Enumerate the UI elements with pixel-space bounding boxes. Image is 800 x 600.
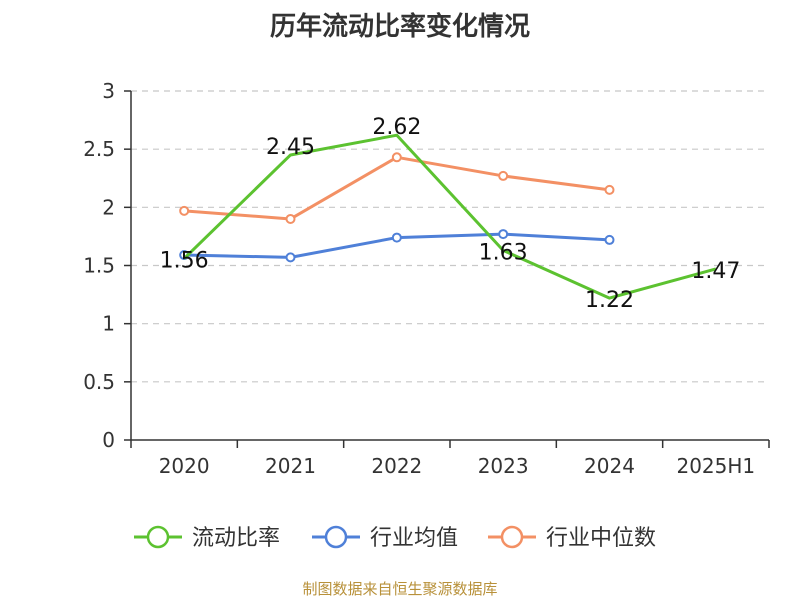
series-point bbox=[391, 232, 402, 243]
data-label: 1.63 bbox=[479, 240, 528, 265]
legend-label: 行业均值 bbox=[370, 526, 458, 551]
chart-title: 历年流动比率变化情况 bbox=[269, 12, 530, 42]
grid-lines bbox=[131, 90, 769, 383]
data-labels: 1.56 2.45 2.62 1.63 1.22 1.47 bbox=[160, 115, 741, 313]
y-tick-label: 2 bbox=[102, 195, 115, 219]
data-label: 1.22 bbox=[585, 288, 634, 313]
y-tick-label: 0 bbox=[102, 428, 115, 452]
series-line bbox=[183, 133, 717, 300]
series-point bbox=[391, 152, 402, 163]
legend-marker bbox=[324, 525, 348, 549]
data-label: 1.47 bbox=[691, 259, 740, 284]
series-line bbox=[184, 155, 610, 221]
data-label: 2.62 bbox=[372, 115, 421, 140]
y-tick-label: 0.5 bbox=[83, 370, 115, 394]
series-point bbox=[498, 229, 509, 240]
legend-label: 行业中位数 bbox=[546, 526, 656, 551]
series-point bbox=[604, 234, 615, 245]
series-point bbox=[285, 252, 296, 263]
series-point bbox=[604, 184, 615, 195]
x-tick-label: 2025H1 bbox=[676, 454, 755, 478]
x-tick-label: 2021 bbox=[265, 454, 316, 478]
series bbox=[179, 133, 717, 300]
x-tick-label: 2022 bbox=[371, 454, 422, 478]
data-label: 1.56 bbox=[160, 249, 209, 274]
x-tick-label: 2020 bbox=[159, 454, 210, 478]
series-point bbox=[179, 205, 190, 216]
y-tick-label: 1.5 bbox=[83, 254, 115, 278]
legend-marker bbox=[146, 525, 170, 549]
legend: 流动比率 行业均值 行业中位数 bbox=[134, 525, 656, 551]
axes: 0 0.5 1 1.5 2 2.5 3 2020 2021 2022 2023 2024 2025H1 bbox=[83, 79, 770, 478]
y-tick-label: 2.5 bbox=[83, 137, 115, 161]
y-tick-label: 1 bbox=[102, 312, 115, 336]
x-tick-label: 2023 bbox=[478, 454, 529, 478]
x-tick-label: 2024 bbox=[584, 454, 635, 478]
legend-label: 流动比率 bbox=[192, 526, 280, 551]
source-note: 制图数据来自恒生聚源数据库 bbox=[302, 580, 498, 598]
data-label: 2.45 bbox=[266, 135, 315, 160]
y-tick-label: 3 bbox=[102, 79, 115, 103]
legend-marker bbox=[500, 525, 524, 549]
series-point bbox=[498, 170, 509, 181]
series-point bbox=[285, 213, 296, 224]
